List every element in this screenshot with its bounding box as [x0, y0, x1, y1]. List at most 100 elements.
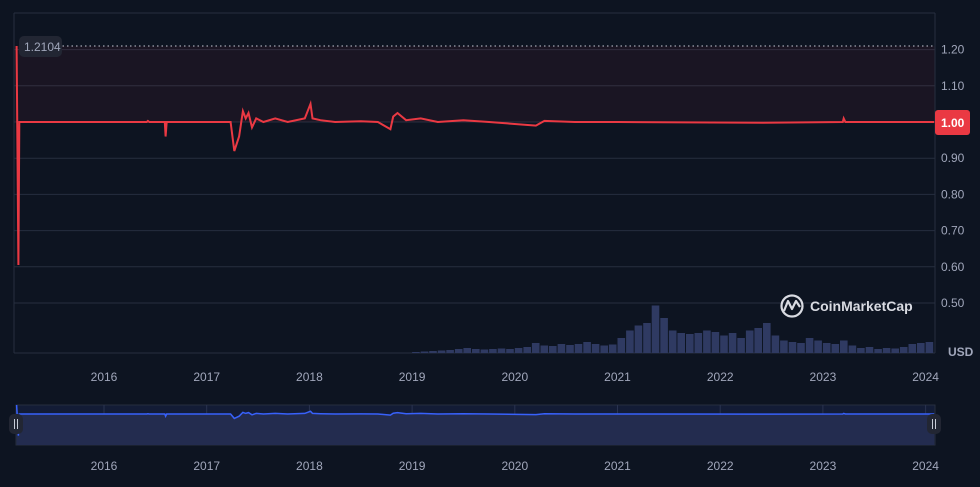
volume-bar: [454, 349, 463, 353]
max-price-label: 1.2104: [19, 36, 62, 57]
y-unit-label: USD: [948, 345, 974, 359]
price-line: [15, 45, 935, 266]
watermark-text: CoinMarketCap: [810, 298, 913, 314]
volume-bar: [497, 348, 506, 353]
volume-bar: [925, 342, 934, 353]
volume-bar: [608, 344, 617, 353]
volume-bar: [437, 350, 446, 353]
navigator-x-tick-label: 2023: [810, 459, 837, 473]
coinmarketcap-watermark: CoinMarketCap: [780, 294, 913, 318]
volume-bar: [574, 344, 583, 353]
navigator[interactable]: [9, 404, 941, 446]
volume-bar: [668, 330, 677, 353]
volume-bar: [429, 351, 437, 353]
max-price-label-bg: [19, 36, 62, 57]
left-handle-bg[interactable]: [9, 414, 23, 434]
navigator-x-tick-label: 2022: [707, 459, 734, 473]
volume-bar: [703, 330, 711, 353]
volume-bar: [840, 340, 848, 353]
volume-bar: [805, 338, 814, 353]
volume-bar: [857, 348, 865, 353]
volume-bar: [677, 333, 685, 353]
volume-bar: [549, 346, 557, 353]
volume-bar: [694, 333, 703, 353]
navigator-line: [15, 404, 935, 436]
x-tick-label: 2023: [810, 370, 837, 384]
coinmarketcap-logo-icon: [780, 294, 804, 318]
volume-bar: [514, 348, 523, 353]
volume-bar: [566, 345, 574, 353]
volume-bar: [891, 348, 899, 353]
y-tick-label: 1.20: [941, 43, 965, 57]
volume-bar: [472, 349, 480, 353]
current-price-badge-text: 1.00: [941, 116, 965, 130]
volume-bar: [617, 338, 626, 353]
volume-bar: [651, 305, 660, 353]
navigator-area: [16, 405, 935, 445]
x-tick-label: 2016: [91, 370, 118, 384]
navigator-x-tick-label: 2018: [296, 459, 323, 473]
volume-bar: [446, 350, 454, 353]
y-tick-label: 0.90: [941, 151, 965, 165]
price-area-shade: [14, 46, 935, 122]
volume-bar: [899, 347, 908, 353]
x-axis: 2016 2017 2018 2019 2020 2021 2022 2023 2024: [91, 370, 940, 384]
x-tick-label: 2024: [912, 370, 939, 384]
y-tick-label: 0.60: [941, 260, 965, 274]
volume-bar: [797, 343, 805, 353]
x-tick-label: 2019: [399, 370, 426, 384]
y-tick-label: 0.50: [941, 296, 965, 310]
current-price-badge: 1.00: [935, 110, 970, 135]
volume-bar: [583, 342, 591, 353]
y-tick-label: 0.80: [941, 187, 965, 201]
volume-bar: [557, 344, 566, 353]
volume-bar: [874, 349, 882, 353]
volume-bar: [814, 340, 822, 353]
volume-bar: [788, 342, 797, 353]
volume-bar: [531, 343, 540, 353]
volume-bar: [745, 330, 754, 353]
volume-bar: [463, 348, 471, 353]
x-tick-label: 2020: [501, 370, 528, 384]
volume-bar: [686, 334, 694, 353]
x-tick-label: 2018: [296, 370, 323, 384]
volume-bar: [634, 325, 643, 353]
volume-bar: [917, 343, 925, 353]
volume-bar: [771, 335, 780, 353]
x-tick-label: 2021: [604, 370, 631, 384]
x-tick-label: 2017: [193, 370, 220, 384]
volume-bar: [754, 328, 762, 353]
volume-bar: [660, 318, 668, 353]
volume-bar: [643, 323, 651, 353]
volume-bar: [822, 343, 831, 353]
volume-bar: [780, 340, 788, 353]
volume-bar: [711, 332, 720, 353]
volume-bar: [480, 349, 489, 353]
volume-bar: [412, 352, 420, 353]
y-axis: 1.20 1.10 0.90 0.80 0.70 0.60 0.50: [941, 43, 965, 310]
volume-bar: [420, 351, 429, 353]
volume-bar: [848, 345, 857, 353]
navigator-x-axis: 2016 2017 2018 2019 2020 2021 2022 2023 2024: [91, 459, 940, 473]
navigator-left-handle[interactable]: [9, 414, 23, 434]
volume-bar: [882, 348, 891, 353]
volume-bar: [908, 344, 917, 353]
volume-bar: [506, 349, 514, 353]
volume-bar: [720, 335, 728, 353]
current-price-badge-bg: [935, 110, 970, 135]
volume-bar: [591, 344, 600, 353]
right-handle-bg[interactable]: [927, 414, 941, 434]
volume-bar: [600, 345, 608, 353]
navigator-x-tick-label: 2017: [193, 459, 220, 473]
x-tick-label: 2022: [707, 370, 734, 384]
volume-bar: [728, 333, 737, 353]
volume-bar: [523, 347, 531, 353]
navigator-x-tick-label: 2021: [604, 459, 631, 473]
volume-bar: [763, 323, 771, 353]
volume-bar: [540, 345, 549, 353]
volume-bar: [865, 347, 874, 353]
navigator-right-handle[interactable]: [927, 414, 941, 434]
max-price-label-text: 1.2104: [24, 40, 61, 54]
volume-bar: [626, 330, 634, 353]
